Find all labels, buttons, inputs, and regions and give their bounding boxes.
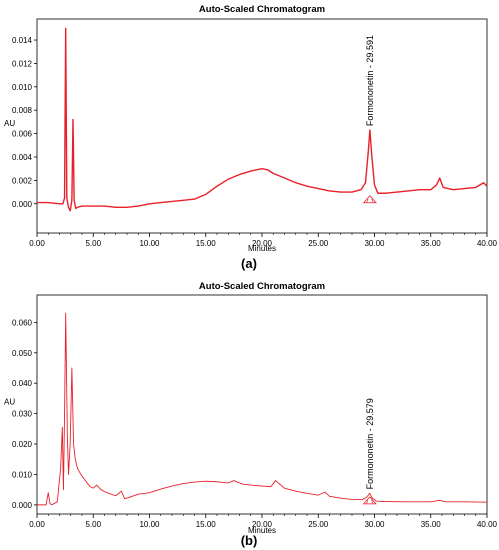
y-tick-label: 0.010 [12,470,33,479]
x-tick-label: 5.00 [85,239,101,248]
y-tick-label: 0.006 [12,130,33,139]
x-tick-label: 10.00 [139,239,160,248]
x-tick-label: 15.00 [196,520,217,529]
panel-label: (a) [241,256,257,271]
x-tick-label: 0.00 [29,239,45,248]
y-tick-label: 0.010 [12,83,33,92]
y-axis-label: AU [4,119,15,128]
y-tick-label: 0.060 [12,318,33,327]
peak-integration-marker [362,195,377,204]
peak-integration-marker [366,499,374,504]
x-tick-label: 25.00 [308,520,329,529]
chromatogram-trace [37,312,488,506]
y-tick-label: 0.000 [12,501,33,510]
x-tick-label: 20.00 [252,239,273,248]
x-tick-label: 10.00 [139,520,160,529]
chart-panel-a: Auto-Scaled Chromatogram0.0000.0020.0040… [4,4,498,271]
x-tick-label: 40.00 [477,239,498,248]
chart-title: Auto-Scaled Chromatogram [199,4,325,15]
y-tick-label: 0.050 [12,349,33,358]
y-tick-label: 0.008 [12,106,33,115]
x-tick-label: 35.00 [421,239,442,248]
y-tick-label: 0.020 [12,440,33,449]
x-tick-label: 35.00 [421,520,442,529]
y-tick-label: 0.000 [12,200,33,209]
y-tick-label: 0.040 [12,379,33,388]
chart-panel-b: Auto-Scaled Chromatogram 0.000 0.010 0.020 0… [4,281,498,548]
plot-frame [36,294,488,515]
y-tick-label: 0.012 [12,59,33,68]
peak-annotation: Formononetin - 29.579 [365,398,375,489]
y-tick-label: 0.030 [12,410,33,419]
x-tick-label: 40.00 [477,520,498,529]
x-tick-label: 30.00 [364,520,385,529]
chromatogram-trace [37,27,488,212]
x-tick-label: 20.00 [252,520,273,529]
chart-title: Auto-Scaled Chromatogram [199,281,325,292]
peak-integration-marker [366,198,374,203]
x-tick-label: 5.00 [85,520,101,529]
plot-frame [36,18,488,234]
x-tick-label: 15.00 [196,239,217,248]
x-axis-label: Minutes [248,244,276,253]
y-tick-label: 0.002 [12,176,33,185]
x-tick-label: 25.00 [308,239,329,248]
peak-annotation: Formononetin - 29.591 [365,35,375,126]
x-tick-label: 30.00 [364,239,385,248]
panel-label: (b) [241,533,258,548]
x-tick-label: 0.00 [29,520,45,529]
y-tick-label: 0.014 [12,36,33,45]
x-axis-label: Minutes [248,526,276,535]
y-axis-label: AU [4,398,15,407]
y-tick-label: 0.004 [12,153,33,162]
peak-integration-marker [362,496,377,505]
